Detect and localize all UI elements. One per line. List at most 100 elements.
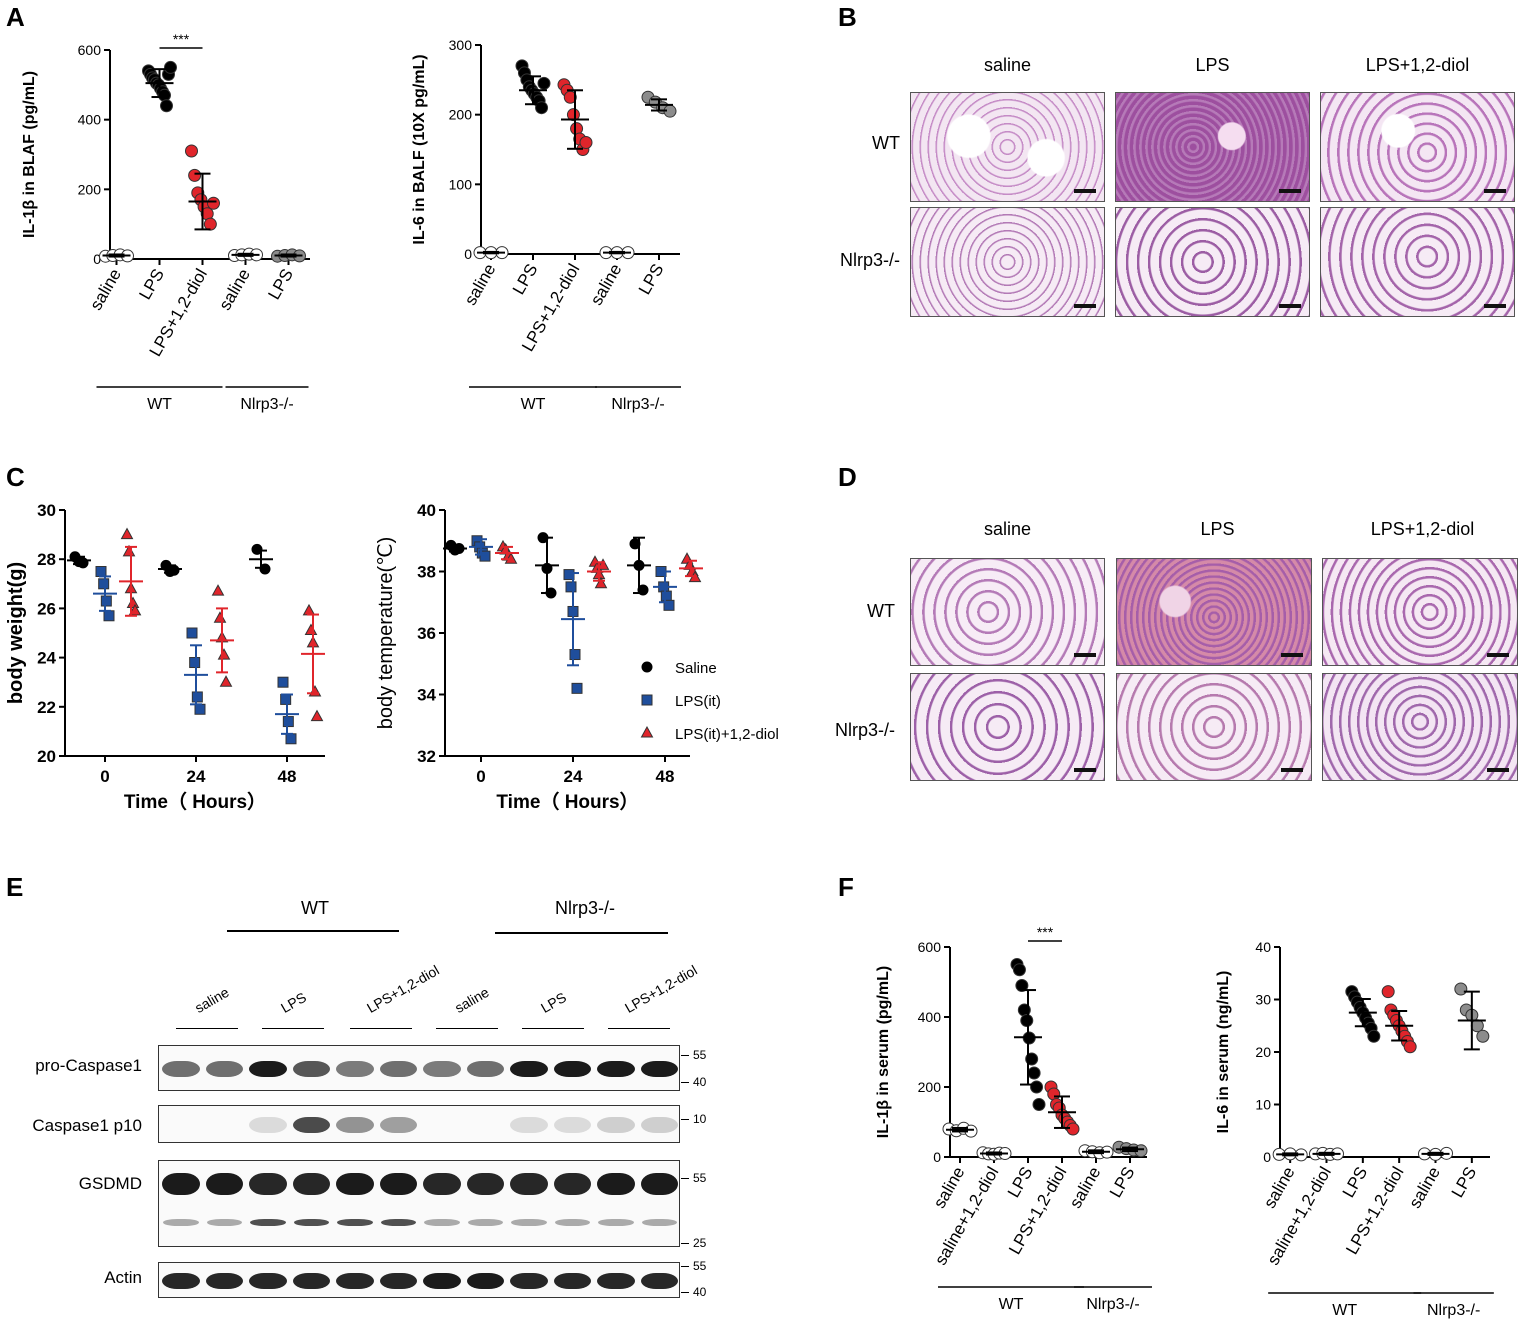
data-point [660,590,672,602]
histology-image [1116,673,1312,781]
y-tick-label: 38 [417,563,436,582]
data-point [1476,1029,1490,1043]
mw-tick [681,1119,689,1120]
data-point [641,661,653,673]
wb-band-cleaved [641,1219,677,1226]
wb-lane-label: LPS+1,2-diol [364,961,442,1016]
mw-marker: 10 [693,1112,707,1126]
wb-row-label: Actin [104,1268,142,1287]
wb-band-cleaved [163,1219,199,1226]
scale-bar [1074,653,1096,657]
data-point [211,584,225,596]
y-tick-label: 22 [37,698,56,717]
wb-band [336,1117,374,1133]
wb-band [249,1061,287,1077]
x-tick-label: LPS [1339,1164,1372,1201]
wb-lane-line [350,1028,412,1029]
x-tick-label: saline [1066,1164,1105,1212]
x-tick-label: saline [461,261,500,309]
wb-band [640,1273,678,1289]
histology-image [1115,207,1310,317]
wb-band [423,1173,461,1195]
wb-band [466,1061,504,1077]
histo-row-label: WT [867,601,895,621]
y-tick-label: 0 [464,246,472,262]
wb-band [292,1273,330,1289]
data-point [219,675,233,687]
wb-band [553,1273,591,1289]
chart-il6-balf: 0 100 200 300 IL-6 in BALF (10X pg/mL) saline… [411,37,681,413]
data-point [185,144,198,158]
chart-body-temperature: 32 34 36 38 40 0 24 48 Time（ Hours） body temperat… [375,501,779,813]
wb-band [640,1061,678,1077]
mw-tick [681,1292,689,1293]
group-label: Nlrp3-/- [611,396,664,413]
chart-il6-serum: 0 10 20 30 40 IL-6 in serum (ng/mL) saline sali… [1215,939,1494,1319]
histo-col-label: saline [983,519,1032,539]
panel-letter-b: B [838,2,857,32]
y-tick-label: 40 [417,501,436,520]
wb-band [336,1061,374,1077]
data-point [1367,1029,1381,1043]
data-point [213,611,227,623]
wb-band [640,1117,678,1133]
wb-band [292,1173,330,1195]
wb-band [510,1173,548,1195]
x-tick-label: 48 [278,767,297,786]
data-point [194,703,206,715]
x-tick-label: 0 [476,767,485,786]
x-tick-label: saline [587,261,626,309]
wb-strip-actin [158,1262,680,1298]
group-label: Nlrp3-/- [1086,1296,1139,1313]
wb-lane-line [608,1028,670,1029]
data-point [251,543,263,555]
histo-row-label: WT [872,133,900,153]
x-tick-label: saline [1260,1164,1299,1212]
y-tick-label: 40 [1255,939,1271,955]
data-point [203,217,217,231]
wb-band [640,1173,678,1195]
mw-tick [681,1082,689,1083]
y-tick-label: 300 [449,37,473,53]
x-axis-label: Time（ Hours） [124,790,266,813]
wb-strip-caspase1-p10 [158,1105,680,1143]
panel-letter-d: D [838,462,857,492]
data-point [164,60,177,74]
wb-band [423,1273,461,1289]
data-point [1027,1066,1041,1080]
mw-marker: 25 [693,1236,707,1250]
data-point [537,76,551,90]
wb-lane-line [262,1028,324,1029]
y-tick-label: 0 [1263,1149,1271,1165]
y-tick-label: 600 [78,42,102,58]
data-point [479,550,491,562]
data-point [189,657,201,669]
x-tick-label: 24 [187,767,206,786]
wb-band [597,1273,635,1289]
y-tick-label: 0 [933,1149,941,1165]
wb-band [205,1273,243,1289]
x-tick-label: saline [1405,1164,1444,1212]
wb-lane-line [176,1028,238,1029]
group-label: WT [521,396,546,413]
y-tick-label: 10 [1255,1097,1271,1113]
data-point [579,136,593,150]
scale-bar [1279,304,1301,308]
x-tick-label: LPS [635,261,668,298]
x-tick-label: 0 [100,767,109,786]
histology-image [1322,558,1518,666]
wb-group-line [227,930,399,932]
wb-band-cleaved [511,1219,547,1226]
data-point [1454,982,1468,996]
y-tick-label: 600 [918,939,942,955]
data-point [282,716,294,728]
group-label: Nlrp3-/- [240,396,293,413]
wb-lane-line [522,1028,584,1029]
mw-marker: 55 [693,1171,707,1185]
chart-body-weight: 20 22 24 26 28 30 0 24 48 Time（ Hours） body weight… [5,501,325,813]
wb-band-cleaved [598,1219,634,1226]
significance-label: *** [1037,925,1054,940]
panel-letter-a: A [6,2,25,32]
wb-band [292,1117,330,1133]
data-point [280,693,292,705]
